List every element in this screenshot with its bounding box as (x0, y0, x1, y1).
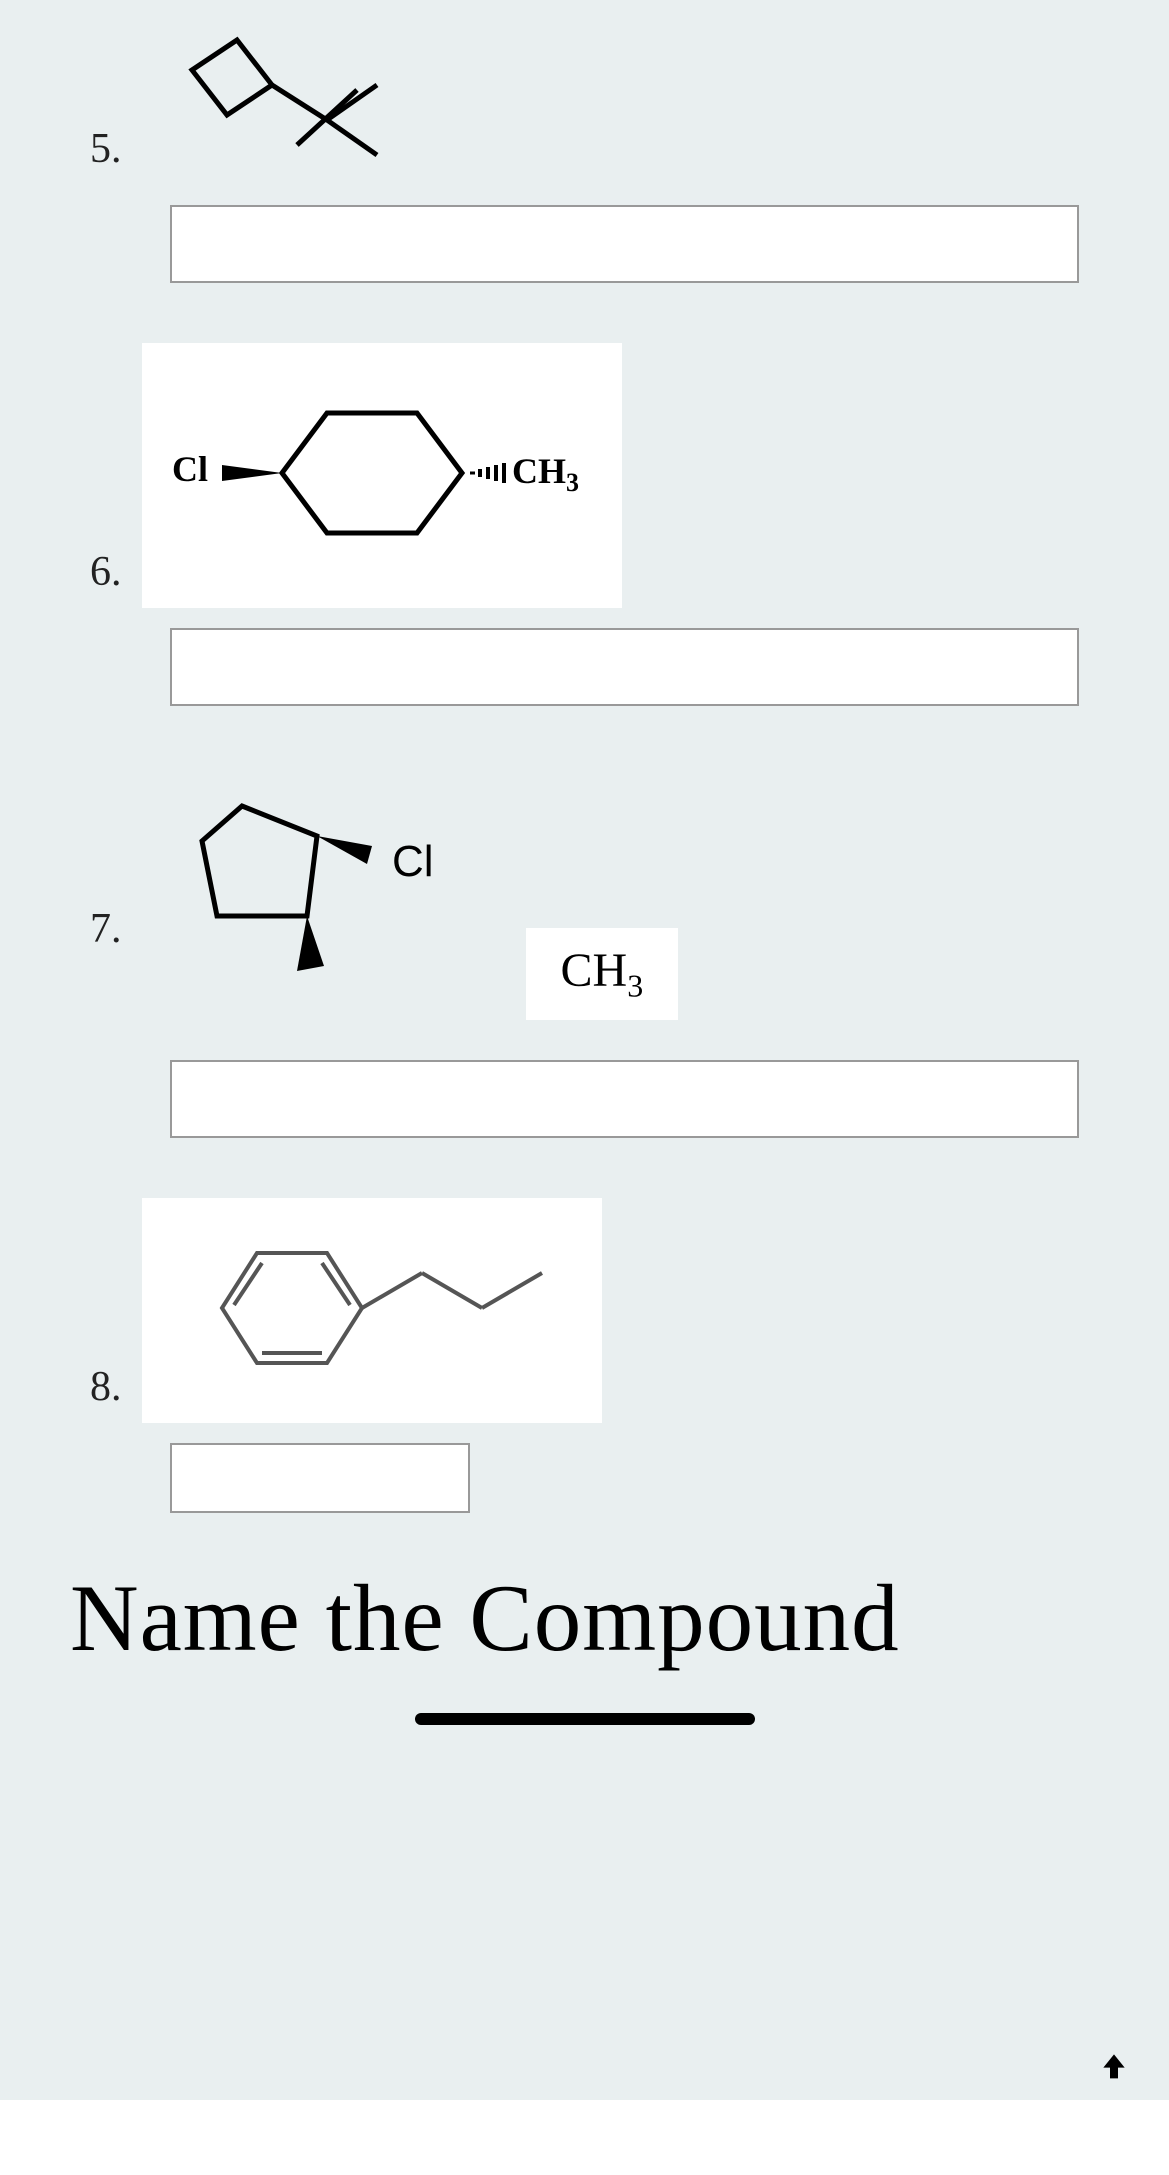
worksheet-page: 5. 6. Cl (0, 0, 1169, 2100)
bottom-indicator (415, 1713, 755, 1725)
structure-8 (142, 1198, 602, 1423)
answer-input-5[interactable] (170, 205, 1079, 283)
question-6: 6. Cl CH3 (40, 343, 1129, 608)
scroll-to-top-button[interactable] (1089, 2040, 1139, 2090)
handwritten-instruction: Name the Compound (40, 1533, 1129, 1683)
label-ch3-7: CH3 (561, 944, 644, 997)
structure-5 (142, 20, 442, 185)
answer-input-7[interactable] (170, 1060, 1079, 1138)
answer-input-6[interactable] (170, 628, 1079, 706)
question-number-6: 6. (90, 551, 122, 608)
question-7: 7. Cl CH3 (40, 766, 1129, 1020)
question-8: 8. (40, 1198, 1129, 1423)
label-ch3: CH3 (512, 451, 579, 497)
arrow-up-icon (1098, 2049, 1130, 2081)
question-5: 5. (40, 20, 1129, 185)
structure-7: Cl CH3 (142, 766, 679, 1020)
question-number-7: 7. (90, 908, 122, 1020)
question-number-8: 8. (90, 1366, 122, 1423)
label-cl: Cl (172, 449, 208, 489)
structure-6: Cl CH3 (142, 343, 622, 608)
answer-input-8[interactable] (170, 1443, 470, 1513)
label-cl-7: Cl (392, 837, 434, 886)
question-number-5: 5. (90, 128, 122, 185)
